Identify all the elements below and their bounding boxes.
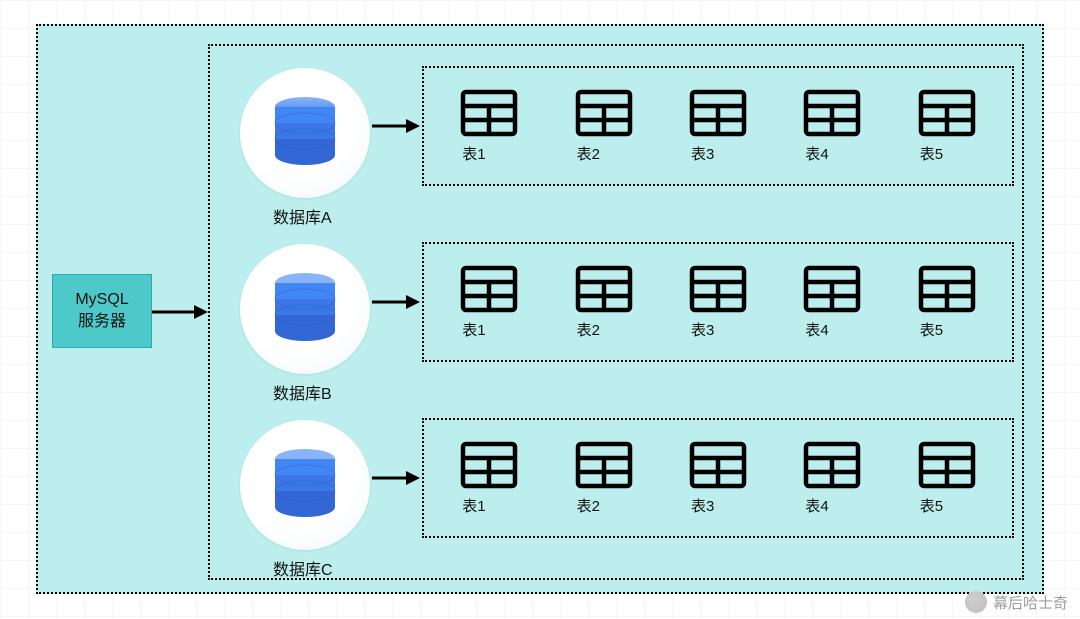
table-icon	[689, 441, 747, 489]
table-item: 表2	[575, 89, 633, 164]
table-item: 表5	[918, 441, 976, 516]
table-item: 表3	[689, 89, 747, 164]
mysql-server-box: MySQL 服务器	[52, 274, 152, 348]
table-icon	[460, 265, 518, 313]
table-label: 表2	[577, 495, 600, 516]
table-label: 表2	[577, 143, 600, 164]
database-icon	[270, 447, 340, 523]
outer-container: MySQL 服务器 数据库A	[36, 24, 1044, 594]
table-icon	[918, 89, 976, 137]
table-icon	[575, 265, 633, 313]
table-item: 表5	[918, 265, 976, 340]
table-item: 表1	[460, 89, 518, 164]
database-b-circle	[240, 244, 370, 374]
server-label-line2: 服务器	[75, 311, 128, 333]
table-icon	[575, 441, 633, 489]
database-b-label: 数据库B	[273, 380, 332, 404]
databases-container: 数据库A 数据库B 数据库C	[208, 44, 1024, 580]
table-icon	[918, 441, 976, 489]
server-label-line1: MySQL	[75, 289, 128, 311]
database-icon	[270, 271, 340, 347]
tables-box-b: 表1 表2 表3 表4 表5	[422, 242, 1014, 362]
table-icon	[460, 89, 518, 137]
table-item: 表3	[689, 441, 747, 516]
table-label: 表4	[805, 495, 828, 516]
table-label: 表3	[691, 143, 714, 164]
table-icon	[918, 265, 976, 313]
watermark-text: 幕后哈士奇	[993, 592, 1068, 613]
watermark: 幕后哈士奇	[965, 591, 1068, 613]
table-icon	[689, 89, 747, 137]
table-item: 表1	[460, 265, 518, 340]
table-item: 表4	[803, 441, 861, 516]
table-label: 表3	[691, 319, 714, 340]
table-label: 表5	[920, 319, 943, 340]
arrow-db-a-to-tables	[372, 116, 424, 136]
table-item: 表4	[803, 89, 861, 164]
table-item: 表3	[689, 265, 747, 340]
table-icon	[460, 441, 518, 489]
table-icon	[689, 265, 747, 313]
table-label: 表1	[462, 143, 485, 164]
table-icon	[803, 441, 861, 489]
table-label: 表1	[462, 319, 485, 340]
database-icon	[270, 95, 340, 171]
table-icon	[575, 89, 633, 137]
table-label: 表5	[920, 495, 943, 516]
tables-box-c: 表1 表2 表3 表4 表5	[422, 418, 1014, 538]
database-a-circle	[240, 68, 370, 198]
table-icon	[803, 265, 861, 313]
table-item: 表2	[575, 441, 633, 516]
arrow-server-to-databases	[152, 302, 212, 322]
table-label: 表3	[691, 495, 714, 516]
arrow-db-b-to-tables	[372, 292, 424, 312]
table-item: 表1	[460, 441, 518, 516]
database-c-circle	[240, 420, 370, 550]
table-item: 表5	[918, 89, 976, 164]
database-c-label: 数据库C	[273, 556, 333, 580]
table-label: 表4	[805, 319, 828, 340]
table-label: 表1	[462, 495, 485, 516]
table-label: 表4	[805, 143, 828, 164]
table-icon	[803, 89, 861, 137]
table-item: 表4	[803, 265, 861, 340]
table-label: 表2	[577, 319, 600, 340]
database-a-label: 数据库A	[273, 204, 332, 228]
table-label: 表5	[920, 143, 943, 164]
table-item: 表2	[575, 265, 633, 340]
watermark-logo-icon	[965, 591, 987, 613]
tables-box-a: 表1 表2 表3 表4 表5	[422, 66, 1014, 186]
arrow-db-c-to-tables	[372, 468, 424, 488]
